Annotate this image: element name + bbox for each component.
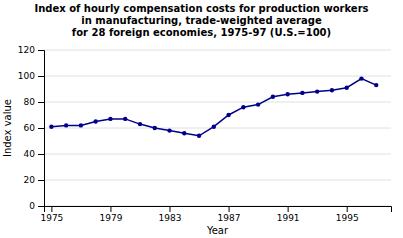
tick-mark <box>347 206 348 212</box>
x-axis: 1975 1979 1983 1987 1991 1995 <box>40 206 391 223</box>
axis-line <box>38 51 45 207</box>
tick-label: 80 <box>24 97 36 107</box>
tick-label: 1995 <box>336 213 359 223</box>
series <box>49 76 378 138</box>
point <box>256 102 260 106</box>
tick-mark <box>38 76 44 77</box>
line <box>51 79 376 136</box>
point <box>123 117 127 121</box>
x-axis-label: Year <box>206 225 229 236</box>
tick: 20 <box>24 175 44 185</box>
tick-mark <box>38 50 44 51</box>
grid-line <box>44 154 391 155</box>
grid-line <box>44 128 391 129</box>
y-axis-label: Index value <box>2 99 13 157</box>
tick: 120 <box>18 45 44 55</box>
tick: 100 <box>18 71 44 81</box>
tick-label: 0 <box>29 201 35 211</box>
tick-label: 20 <box>24 175 36 185</box>
tick-label: 60 <box>24 123 36 133</box>
point <box>212 125 216 129</box>
chart: Index of hourly compensation costs for p… <box>0 0 403 238</box>
tick-label: 1979 <box>99 213 122 223</box>
tick-label: 120 <box>18 45 35 55</box>
point <box>153 126 157 130</box>
tick-label: 1975 <box>40 213 63 223</box>
point <box>93 119 97 123</box>
point <box>197 134 201 138</box>
tick: 0 <box>29 201 44 211</box>
point <box>49 125 53 129</box>
point <box>79 123 83 127</box>
grid <box>44 50 391 206</box>
point <box>271 95 275 99</box>
point <box>241 105 245 109</box>
tick-mark <box>38 154 44 155</box>
tick-mark <box>38 102 44 103</box>
point <box>64 123 68 127</box>
title-line: for 28 foreign economies, 1975-97 (U.S.=… <box>72 27 331 38</box>
grid-line <box>44 76 391 77</box>
tick-label: 40 <box>24 149 36 159</box>
tick-label: 100 <box>18 71 35 81</box>
tick-mark <box>229 206 230 212</box>
grid-line <box>44 50 391 51</box>
axis-line <box>45 207 392 213</box>
tick: 60 <box>24 123 44 133</box>
point <box>315 89 319 93</box>
point <box>226 113 230 117</box>
tick: 1983 <box>159 206 182 223</box>
tick: 1975 <box>40 206 63 223</box>
y-axis: 0 20 40 60 80 100 120 <box>18 45 45 211</box>
point <box>330 88 334 92</box>
tick-mark <box>51 206 52 212</box>
tick: 80 <box>24 97 44 107</box>
point <box>167 128 171 132</box>
title-line: in manufacturing, trade-weighted average <box>81 15 322 26</box>
tick: 1995 <box>336 206 359 223</box>
tick-mark <box>288 206 289 212</box>
tick: 40 <box>24 149 44 159</box>
point <box>182 131 186 135</box>
point <box>345 86 349 90</box>
tick-mark <box>38 128 44 129</box>
tick: 1991 <box>277 206 300 223</box>
tick-mark <box>170 206 171 212</box>
point <box>108 117 112 121</box>
tick-mark <box>38 206 44 207</box>
point <box>374 83 378 87</box>
grid-line <box>44 102 391 103</box>
point <box>300 91 304 95</box>
tick: 1987 <box>218 206 241 223</box>
tick-mark <box>38 180 44 181</box>
grid-line <box>44 180 391 181</box>
plot: 1975 1979 1983 1987 1991 1995 0 20 40 60 80 100 120 <box>18 45 392 223</box>
point <box>138 122 142 126</box>
title: Index of hourly compensation costs for p… <box>34 3 368 38</box>
point <box>285 92 289 96</box>
tick-label: 1987 <box>218 213 241 223</box>
tick-mark <box>110 206 111 212</box>
tick-label: 1983 <box>159 213 182 223</box>
point <box>359 76 363 80</box>
title-line: Index of hourly compensation costs for p… <box>34 3 368 14</box>
tick-label: 1991 <box>277 213 300 223</box>
tick: 1979 <box>99 206 122 223</box>
